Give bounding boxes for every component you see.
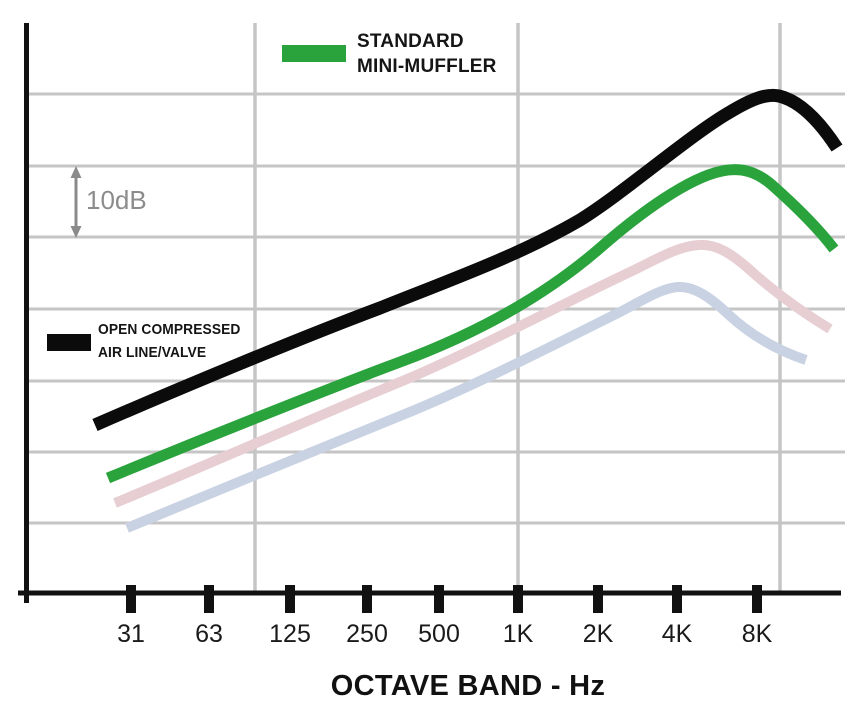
x-tick-mark xyxy=(752,585,762,613)
x-tick-mark xyxy=(362,585,372,613)
curve-open-compressed-air-line xyxy=(92,88,843,431)
axes xyxy=(18,23,841,603)
scale-label-10db: 10dB xyxy=(86,185,147,215)
x-tick-mark xyxy=(434,585,444,613)
curve-standard-mini-muffler xyxy=(105,164,839,484)
legend-label-open-air-line: OPEN COMPRESSED AIR LINE/VALVE xyxy=(98,318,240,364)
x-tick-mark xyxy=(593,585,603,613)
curves xyxy=(92,88,843,533)
x-tick-label: 4K xyxy=(661,620,693,648)
x-tick-label: 31 xyxy=(117,620,145,648)
legend-swatch-mini-muffler xyxy=(282,45,346,62)
legend-swatch-open-air-line xyxy=(47,334,91,351)
x-tick-label: 1K xyxy=(502,620,534,648)
legend-label-line: OPEN COMPRESSED xyxy=(98,321,241,338)
legend-label-mini-muffler: STANDARD MINI-MUFFLER xyxy=(357,29,497,79)
x-tick-label: 8K xyxy=(741,620,773,648)
x-tick-label: 500 xyxy=(418,620,460,648)
x-tick-mark xyxy=(204,585,214,613)
x-tick-mark xyxy=(285,585,295,613)
x-tick-mark xyxy=(513,585,523,613)
legend-label-line: AIR LINE/VALVE xyxy=(98,344,207,361)
curve-unlabeled-pink xyxy=(113,239,833,508)
x-tick-mark xyxy=(672,585,682,613)
x-tick-label: 125 xyxy=(269,620,311,648)
x-tick-label: 63 xyxy=(195,620,223,648)
x-tick-label: 2K xyxy=(582,620,614,648)
legend-label-line: STANDARD xyxy=(357,31,464,52)
x-axis-title: OCTAVE BAND - Hz xyxy=(330,670,606,702)
curve-unlabeled-blue xyxy=(125,281,808,533)
x-tick-marks xyxy=(126,585,762,613)
10db-scale-arrow-icon xyxy=(70,166,82,238)
legend-label-line: MINI-MUFFLER xyxy=(357,56,497,77)
x-tick-mark xyxy=(126,585,136,613)
x-tick-label: 250 xyxy=(346,620,388,648)
